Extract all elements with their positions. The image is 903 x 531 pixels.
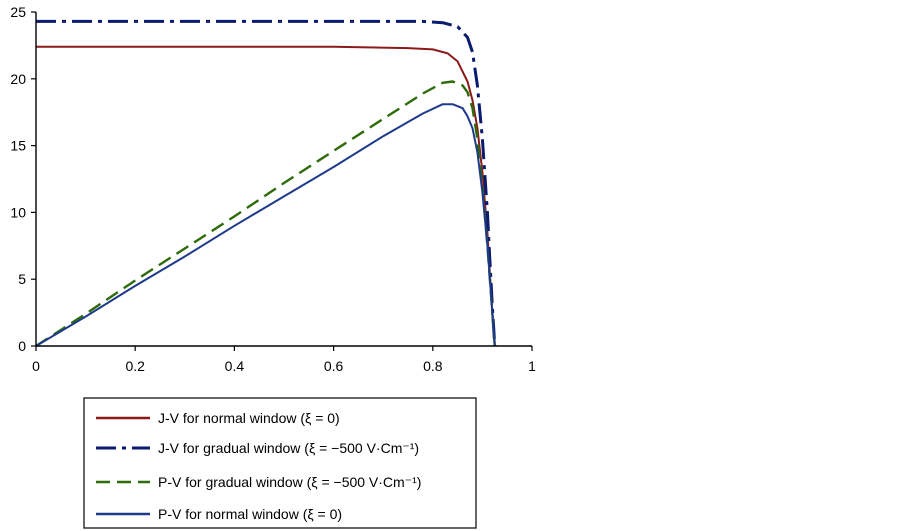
y-tick-label: 10 xyxy=(10,204,26,220)
legend-label-3: P-V for gradual window (ξ = −500 V·Cm⁻¹) xyxy=(158,474,421,490)
x-tick-label: 0 xyxy=(32,358,40,374)
series-line-3 xyxy=(35,80,496,348)
series-line-4 xyxy=(35,103,496,347)
x-tick-label: 0.6 xyxy=(324,358,344,374)
legend-label-2: J-V for gradual window (ξ = −500 V·Cm⁻¹) xyxy=(158,440,419,456)
legend-box xyxy=(83,397,477,529)
y-tick-label: 15 xyxy=(10,138,26,154)
legend-label-1: J-V for normal window (ξ = 0) xyxy=(158,410,340,426)
y-tick-label: 5 xyxy=(18,271,26,287)
legend-label-4: P-V for normal window (ξ = 0) xyxy=(158,506,342,522)
legend-entries: J-V for normal window (ξ = 0) J-V for gra… xyxy=(96,410,421,522)
series-layer xyxy=(35,19,497,348)
y-tick-label: 0 xyxy=(18,338,26,354)
x-tick-label: 0.8 xyxy=(423,358,443,374)
x-tick-label: 0.2 xyxy=(125,358,145,374)
x-tick-label: 0.4 xyxy=(225,358,245,374)
y-tick-label: 25 xyxy=(10,4,26,20)
legend: J-V for normal window (ξ = 0) J-V for gra… xyxy=(83,397,477,529)
series-line-2 xyxy=(36,19,497,347)
y-tick-label: 20 xyxy=(10,71,26,87)
x-tick-label: 1 xyxy=(528,358,536,374)
